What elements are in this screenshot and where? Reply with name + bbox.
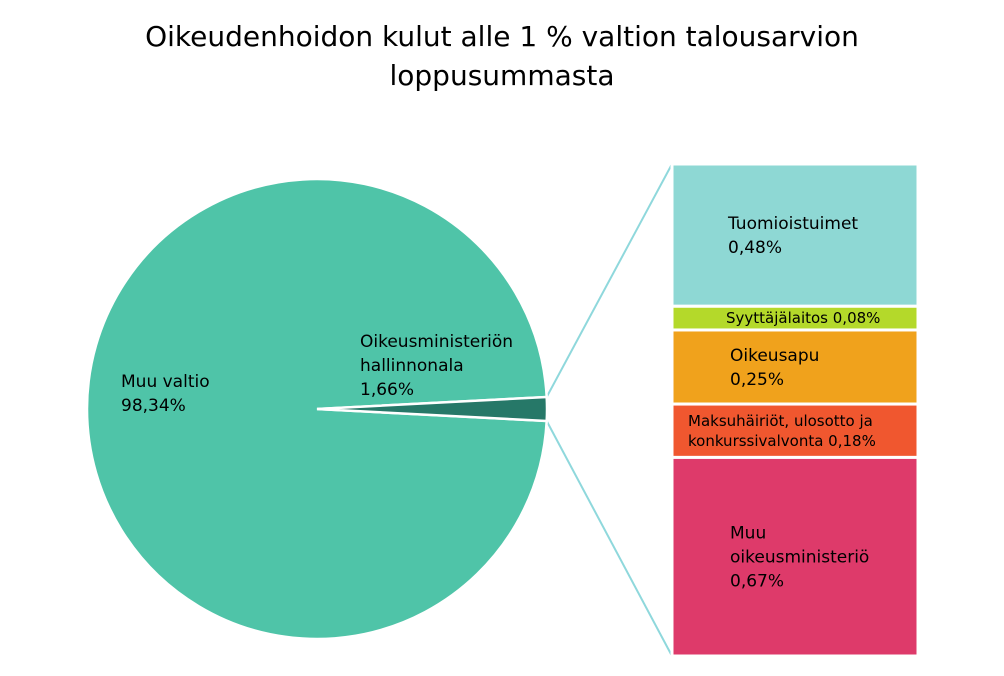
bar-label-oikeusapu: Oikeusapu 0,25% (730, 346, 819, 390)
pie-slice-muu-valtio (85, 177, 549, 641)
pie-chart (85, 177, 549, 641)
connector-lines (545, 163, 673, 657)
breakdown-bar (670, 162, 920, 658)
chart-title-line-2: loppusummasta (390, 59, 615, 92)
bar-label-tuomioistuimet: Tuomioistuimet 0,48% (727, 214, 858, 258)
connector-line-top (545, 163, 673, 398)
bar-label-syyttajalaitos-0-08: Syyttäjälaitos 0,08% (726, 309, 880, 327)
data-labels: Muu valtio 98,34% Oikeusministeriön hallinn… (121, 214, 880, 592)
bar-segment-oikeusapu (670, 328, 920, 406)
connector-line-bottom (545, 420, 673, 657)
bar-segment-muu (670, 455, 920, 658)
chart-title-line-1: Oikeudenhoidon kulut alle 1 % valtion ta… (145, 20, 859, 53)
pie-label-oikeusministerion: Oikeusministeriön hallinnonala 1,66% (360, 332, 513, 400)
bar-segment-tuomioistuimet (670, 162, 920, 308)
bar-label-muu: Muu oikeusministeriö 0,67% (730, 524, 869, 592)
bar-label-maksuhairiot-ulosotto-ja: Maksuhäiriöt, ulosotto ja konkurssivalvon… (688, 412, 876, 450)
pie-label-muu-valtio: Muu valtio 98,34% (121, 372, 210, 416)
pie-slice-oikeusministerion (316, 395, 549, 423)
bar-segment-maksuhairiot-ulosotto-ja (670, 402, 920, 459)
